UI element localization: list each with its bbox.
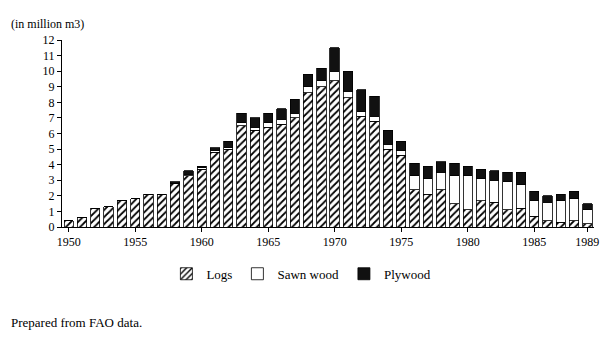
svg-text:1: 1 (49, 205, 55, 219)
svg-text:Plywood: Plywood (384, 267, 431, 282)
svg-text:Prepared from FAO data.: Prepared from FAO data. (11, 315, 142, 330)
svg-text:1989: 1989 (575, 235, 599, 249)
svg-text:4: 4 (49, 158, 55, 172)
svg-text:Sawn wood: Sawn wood (277, 267, 339, 282)
svg-text:9: 9 (49, 80, 55, 94)
svg-text:1955: 1955 (123, 235, 147, 249)
svg-text:7: 7 (49, 111, 55, 125)
svg-text:1950: 1950 (57, 235, 81, 249)
svg-text:1965: 1965 (256, 235, 280, 249)
svg-text:1975: 1975 (389, 235, 413, 249)
svg-text:3: 3 (49, 173, 55, 187)
svg-text:6: 6 (49, 127, 55, 141)
svg-text:10: 10 (43, 64, 55, 78)
svg-text:1980: 1980 (456, 235, 480, 249)
svg-text:5: 5 (49, 142, 55, 156)
svg-text:2: 2 (49, 189, 55, 203)
svg-text:8: 8 (49, 96, 55, 110)
svg-text:1985: 1985 (522, 235, 546, 249)
svg-text:0: 0 (49, 220, 55, 234)
svg-text:Logs: Logs (206, 267, 232, 282)
svg-text:12: 12 (43, 33, 55, 47)
svg-text:1960: 1960 (190, 235, 214, 249)
svg-text:1970: 1970 (323, 235, 347, 249)
svg-text:11: 11 (43, 49, 55, 63)
svg-text:(in million m3): (in million m3) (11, 17, 84, 31)
